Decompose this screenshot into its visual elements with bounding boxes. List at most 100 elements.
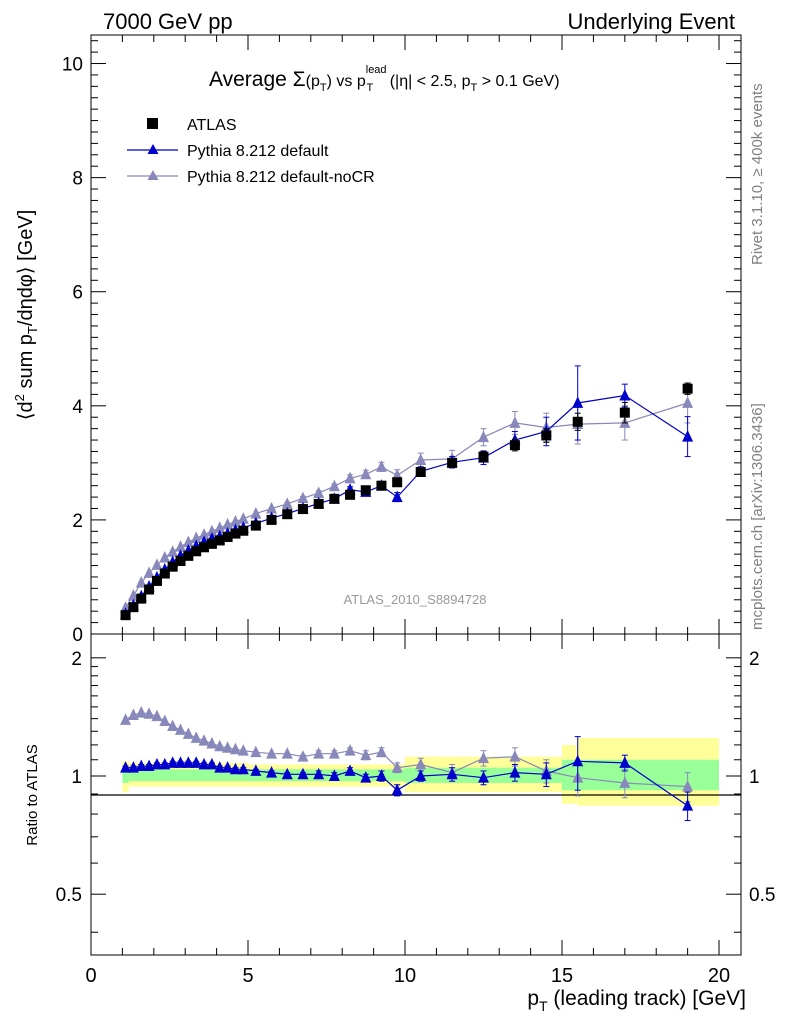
series-line <box>125 394 688 615</box>
main-axes-layer: 0 2 4 6 8 10 <box>62 35 741 646</box>
mcplots-label: mcplots.cern.ch [arXiv:1306.3436] <box>749 403 766 630</box>
data-point-triangle <box>446 767 458 780</box>
main-ytick-label: 2 <box>72 511 83 532</box>
data-point-triangle <box>127 761 139 773</box>
header-right: Underlying Event <box>567 9 735 34</box>
data-point-triangle <box>328 479 340 492</box>
data-point-triangle <box>120 713 132 725</box>
data-point-square <box>266 514 277 525</box>
data-point-triangle <box>313 747 325 759</box>
data-point-triangle <box>344 744 356 756</box>
data-point-square <box>478 451 489 462</box>
xtick-label: 0 <box>85 965 96 987</box>
data-point-triangle <box>214 521 226 533</box>
ratio-ytick-label-right: 2 <box>749 649 760 670</box>
legend-atlas-marker <box>147 118 158 129</box>
data-point-triangle <box>344 471 356 484</box>
data-point-square <box>183 550 194 561</box>
xtick-label: 15 <box>551 965 573 987</box>
title-lead-sup: lead <box>366 64 387 76</box>
stat-uncertainty-band <box>577 759 720 791</box>
data-point-triangle <box>143 759 155 772</box>
data-point-square <box>297 504 308 515</box>
data-point-triangle <box>143 566 155 578</box>
data-point-triangle <box>509 766 521 778</box>
data-point-square <box>282 509 293 520</box>
xtick-label: 5 <box>242 965 253 987</box>
data-point-square <box>345 489 356 500</box>
data-point-triangle <box>237 744 249 756</box>
data-point-triangle <box>619 388 631 401</box>
data-point-triangle <box>297 491 309 504</box>
data-point-triangle <box>328 769 340 781</box>
legend-nocr-marker <box>147 170 159 180</box>
title-cuts-a: (|η| < 2.5, p <box>385 73 470 90</box>
data-point-square <box>619 407 630 418</box>
ratio-ytick-label: 0.5 <box>56 885 82 906</box>
data-point-square <box>199 542 210 553</box>
legend-nocr-label: Pythia 8.212 default-noCR <box>187 169 375 186</box>
main-ytick-label: 6 <box>72 283 83 304</box>
legend-atlas-label: ATLAS <box>187 117 237 134</box>
data-point-triangle <box>391 761 403 773</box>
ratio-panel: 0.5 0.51 12 20 5 10 15 20 <box>56 633 775 987</box>
data-point-triangle <box>198 734 210 746</box>
data-point-square <box>313 498 324 509</box>
data-point-triangle <box>229 742 241 755</box>
data-point-triangle <box>151 757 163 770</box>
data-point-square <box>376 480 387 491</box>
data-point-square <box>572 416 583 427</box>
analysis-id: ATLAS_2010_S8894728 <box>344 592 487 607</box>
title-cuts-b: > 0.1 GeV) <box>477 73 559 90</box>
data-point-square <box>329 493 340 504</box>
data-point-square <box>151 575 162 586</box>
data-point-triangle <box>415 453 427 465</box>
data-point-square <box>238 525 249 536</box>
title-pt-close: ) <box>327 73 332 90</box>
data-point-triangle <box>297 750 309 762</box>
data-point-triangle <box>478 771 490 783</box>
ylabel-mid: sum p <box>15 334 37 394</box>
data-point-triangle <box>360 771 372 783</box>
main-title: Average Σ(pT) vs plead T (|η| < 2.5, pT >… <box>209 64 560 94</box>
data-point-triangle <box>281 497 293 509</box>
data-point-square <box>682 383 693 394</box>
data-point-triangle <box>198 757 210 770</box>
data-point-triangle <box>360 467 372 480</box>
data-point-triangle <box>190 731 202 743</box>
data-point-square <box>415 466 426 477</box>
ratio-ytick-label: 2 <box>71 649 82 670</box>
data-point-triangle <box>237 762 249 775</box>
main-ytick-label: 8 <box>72 169 83 190</box>
data-point-triangle <box>182 756 194 768</box>
data-point-triangle <box>572 754 584 767</box>
xlabel-rest: (leading track) [GeV] <box>548 987 746 1010</box>
title-prefix: Average <box>209 68 293 91</box>
data-point-triangle <box>159 757 171 770</box>
data-point-triangle <box>151 709 163 722</box>
data-point-square <box>214 535 225 546</box>
data-point-square <box>222 532 233 543</box>
ratio-ylabel: Ratio to ATLAS <box>24 744 41 845</box>
title-cuts-sub: T <box>471 82 478 94</box>
data-point-triangle <box>572 396 584 408</box>
data-point-triangle <box>237 512 249 524</box>
ratio-ytick-label-right: 0.5 <box>749 885 775 906</box>
stat-uncertainty-band <box>122 769 129 783</box>
data-point-triangle <box>682 799 694 811</box>
data-point-square <box>392 477 403 488</box>
data-point-triangle <box>151 558 163 570</box>
series-line <box>125 760 688 807</box>
data-point-triangle <box>214 739 226 752</box>
data-point-square <box>120 610 131 621</box>
data-point-square <box>250 520 261 531</box>
data-point-triangle <box>206 757 218 770</box>
legend-pythia-label: Pythia 8.212 default <box>187 143 329 160</box>
data-point-triangle <box>281 767 293 780</box>
xlabel-p: p <box>527 987 539 1010</box>
series-line <box>124 402 688 609</box>
data-point-triangle <box>266 747 278 759</box>
data-point-triangle <box>360 748 372 761</box>
data-point-triangle <box>135 759 147 772</box>
